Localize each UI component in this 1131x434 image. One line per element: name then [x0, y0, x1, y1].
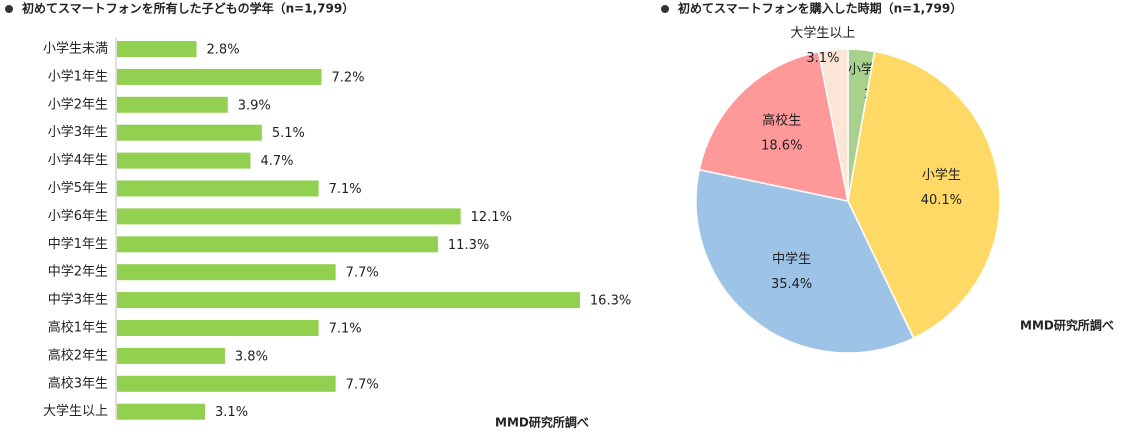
bar	[117, 347, 225, 364]
category-label: 小学5年生	[48, 180, 108, 196]
value-label: 7.7%	[346, 266, 379, 281]
category-label: 高校3年生	[48, 375, 108, 391]
category-label: 高校1年生	[48, 320, 108, 336]
bar	[117, 236, 438, 253]
pie-slice	[817, 48, 849, 202]
slice-value: 40.1%	[921, 193, 962, 208]
bar	[117, 68, 322, 85]
slice-label: 中学生	[772, 251, 811, 267]
value-label: 7.2%	[331, 70, 364, 85]
category-label: 中学2年生	[48, 264, 108, 280]
category-label: 中学1年生	[48, 236, 108, 252]
category-label: 小学2年生	[48, 96, 108, 112]
category-label: 小学1年生	[48, 68, 108, 84]
pie-title: 初めてスマートフォンを購入した時期（n=1,799）	[678, 1, 962, 16]
value-label: 7.7%	[346, 377, 379, 392]
value-label: 3.8%	[235, 349, 268, 364]
slice-label: 小学生	[922, 167, 961, 183]
bar	[117, 41, 197, 57]
bar	[117, 96, 228, 113]
value-label: 3.1%	[215, 405, 248, 420]
bar	[117, 264, 336, 281]
value-label: 11.3%	[448, 238, 489, 253]
pie-slice	[698, 50, 849, 202]
value-label: 12.1%	[471, 210, 512, 225]
category-label: 小学6年生	[48, 208, 108, 224]
category-label: 中学3年生	[48, 292, 108, 308]
bar	[117, 208, 461, 225]
source-note: MMD研究所調べ	[1020, 318, 1114, 333]
slice-label: 高校生	[762, 112, 801, 128]
value-label: 7.1%	[329, 182, 362, 197]
slice-value: 18.6%	[761, 138, 802, 153]
bar	[117, 375, 336, 392]
value-label: 7.1%	[329, 322, 362, 337]
slice-value: 35.4%	[771, 277, 812, 292]
category-label: 小学生未満	[43, 41, 108, 57]
bar	[117, 292, 580, 309]
pie-slice	[695, 168, 915, 354]
category-label: 大学生以上	[43, 403, 108, 419]
category-label: 小学4年生	[48, 152, 108, 168]
value-label: 2.8%	[207, 43, 240, 58]
value-label: 16.3%	[590, 294, 631, 309]
bar	[117, 180, 319, 197]
value-label: 5.1%	[272, 126, 305, 141]
bar	[117, 403, 206, 420]
bar-title: 初めてスマートフォンを所有した子どもの学年（n=1,799）	[22, 1, 354, 16]
value-label: 3.9%	[238, 98, 271, 113]
category-label: 小学3年生	[48, 124, 108, 140]
slice-value: 3.1%	[806, 51, 839, 66]
bar	[117, 124, 262, 141]
bullet	[661, 5, 669, 13]
slice-label: 大学生以上	[790, 25, 855, 41]
category-label: 高校2年生	[48, 347, 108, 363]
pie-slice	[847, 50, 1001, 340]
value-label: 4.7%	[260, 154, 293, 169]
bar	[117, 152, 251, 169]
source-note: MMD研究所調べ	[495, 415, 589, 430]
bar	[117, 320, 319, 336]
bullet	[5, 5, 13, 13]
